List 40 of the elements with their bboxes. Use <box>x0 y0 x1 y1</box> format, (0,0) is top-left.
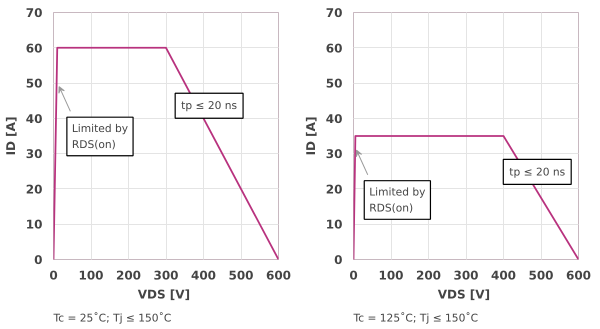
annotation: tp ≤ 20 ns <box>509 165 566 178</box>
x-tick-label: 0 <box>349 268 358 282</box>
text: Tc = 125˚C; Tj ≤ 150˚C <box>352 312 478 324</box>
x-tick-label: 0 <box>49 268 58 282</box>
y-tick-label: 10 <box>326 218 343 232</box>
y-tick-label: 50 <box>26 76 43 91</box>
y-tick-label: 40 <box>326 112 343 126</box>
annotation: Limited by RDS(on) <box>369 186 426 214</box>
x-tick-label: 500 <box>228 268 254 282</box>
x-tick-label: 200 <box>416 268 442 282</box>
y-tick-label: 30 <box>26 147 43 162</box>
annotation: Limited by RDS(on) <box>72 122 128 151</box>
y-tick-label: 70 <box>326 6 343 20</box>
y-tick-label: 40 <box>26 112 43 126</box>
x-tick-label: 500 <box>528 268 554 282</box>
y-tick-label: 60 <box>326 41 343 56</box>
y-tick-label: 70 <box>26 6 43 20</box>
y-tick-label: 0 <box>34 253 43 267</box>
x-axis-title: VDS [V] <box>438 288 490 302</box>
x-tick-label: 300 <box>453 268 479 282</box>
x-tick-label: 400 <box>490 268 516 282</box>
x-tick-label: 300 <box>153 268 179 282</box>
y-tick-label: 30 <box>326 147 343 162</box>
annotation: tp ≤ 20 ns <box>181 99 238 112</box>
y-tick-label: 10 <box>26 218 43 232</box>
y-tick-label: 50 <box>326 76 343 91</box>
x-tick-label: 400 <box>190 268 216 282</box>
y-axis-title: ID [A] <box>4 116 18 156</box>
y-tick-label: 60 <box>26 41 43 56</box>
y-axis-title: ID [A] <box>304 116 318 156</box>
x-tick-label: 200 <box>116 268 142 282</box>
text: Tc = 25˚C; Tj ≤ 150˚C <box>52 312 172 324</box>
y-tick-label: 20 <box>326 182 343 196</box>
y-tick-label: 20 <box>26 182 43 196</box>
x-tick-label: 100 <box>378 268 404 282</box>
x-tick-label: 600 <box>266 268 292 282</box>
y-tick-label: 0 <box>334 253 343 267</box>
x-tick-label: 100 <box>78 268 104 282</box>
x-axis-title: VDS [V] <box>138 288 190 302</box>
x-tick-label: 600 <box>566 268 592 282</box>
